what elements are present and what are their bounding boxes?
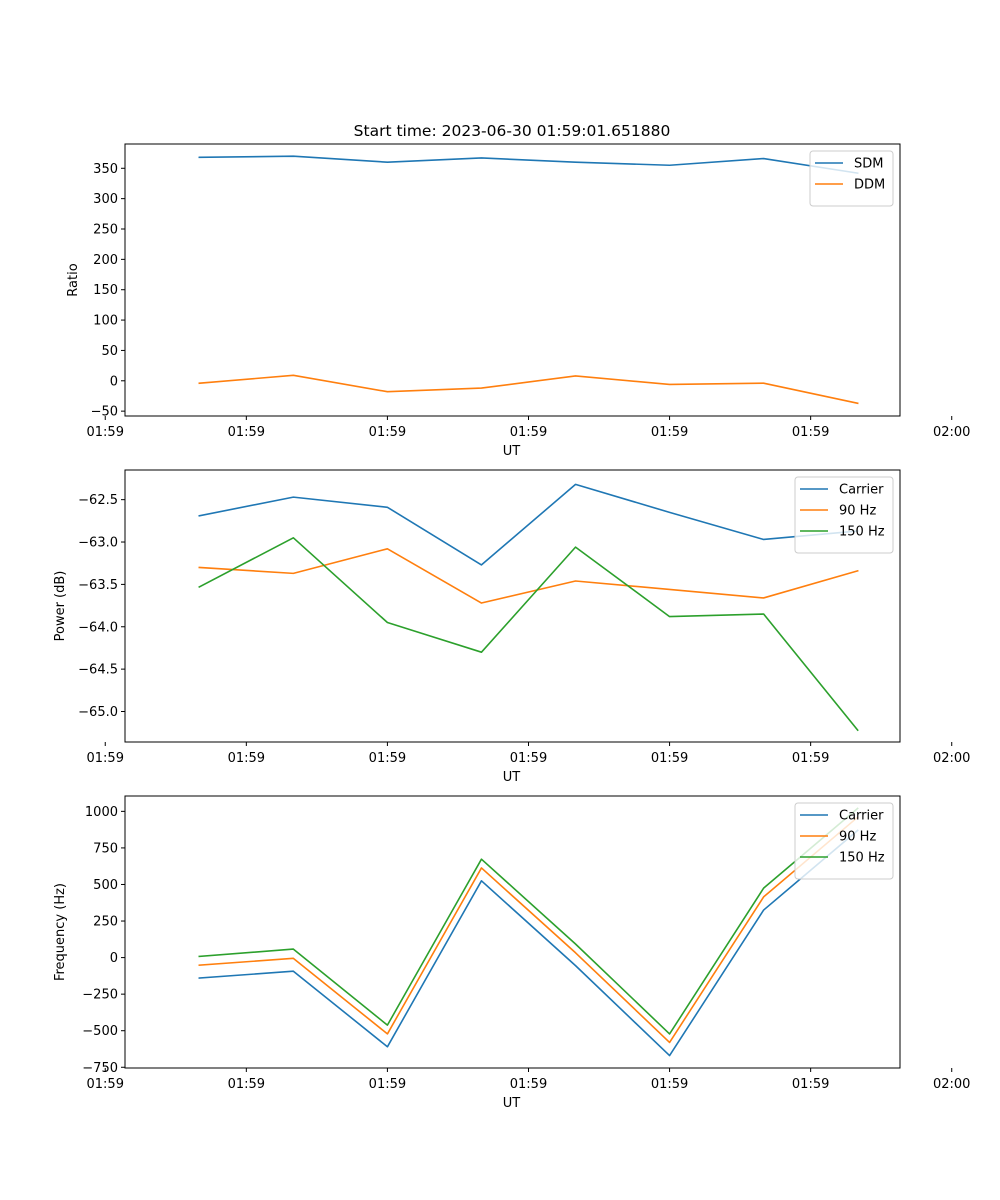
x-tick-label: 01:59	[369, 751, 406, 766]
legend-label-150-hz: 150 Hz	[839, 525, 885, 540]
x-tick-label: 02:00	[933, 751, 970, 766]
plot-frame	[124, 143, 901, 417]
y-tick-label: 750	[93, 841, 118, 856]
series-line-sdm	[198, 155, 859, 175]
legend-box	[794, 802, 894, 880]
legend-box	[794, 476, 894, 554]
y-axis-title: Power (dB)	[53, 571, 68, 642]
y-tick-label: 200	[93, 253, 118, 268]
y-axis-title: Ratio	[66, 263, 81, 296]
plot-frame	[124, 469, 901, 743]
y-tick-label: −750	[82, 1061, 118, 1076]
x-tick-label: 01:59	[651, 1077, 688, 1092]
x-tick-label: 01:59	[651, 425, 688, 440]
x-tick-label: 01:59	[369, 425, 406, 440]
chart-panel-1: 01:59 01:59 01:59 01:59 01:59 01:59 02:00 −50 0 5…	[66, 143, 970, 459]
x-tick-label: 01:59	[510, 751, 547, 766]
chart-panel-3: 01:59 01:59 01:59 01:59 01:59 01:59 02:00 −750 −…	[53, 795, 970, 1111]
x-tick-label: 01:59	[87, 751, 124, 766]
legend-label-150-hz: 150 Hz	[839, 851, 885, 866]
y-tick-label: 150	[93, 283, 118, 298]
series-line-carrier	[198, 483, 859, 566]
y-tick-label: −63.5	[78, 578, 118, 593]
y-tick-label: 0	[110, 951, 118, 966]
series-line-carrier	[198, 829, 859, 1057]
x-tick-label: 01:59	[369, 1077, 406, 1092]
series-line-90-hz	[198, 816, 859, 1044]
y-tick-label: 300	[93, 192, 118, 207]
series-line-150-hz	[198, 807, 859, 1035]
y-tick-label: −64.5	[78, 663, 118, 678]
series-line-90-hz	[198, 547, 859, 604]
legend: Carrier 90 Hz 150 Hz	[794, 476, 894, 554]
chart-panel-2: 01:59 01:59 01:59 01:59 01:59 01:59 02:00 −65.0…	[53, 469, 970, 785]
legend-label-carrier: Carrier	[839, 483, 884, 498]
x-tick-label: 01:59	[651, 751, 688, 766]
plot-frame	[124, 795, 901, 1069]
x-tick-label: 01:59	[510, 1077, 547, 1092]
x-tick-label: 01:59	[792, 425, 829, 440]
x-tick-label: 01:59	[792, 1077, 829, 1092]
legend-label-sdm: SDM	[854, 157, 883, 172]
y-tick-label: 50	[101, 344, 118, 359]
y-tick-label: −500	[82, 1024, 118, 1039]
legend: Carrier 90 Hz 150 Hz	[794, 802, 894, 880]
x-tick-label: 01:59	[87, 1077, 124, 1092]
legend-label-90-hz: 90 Hz	[839, 830, 876, 845]
x-tick-label: 01:59	[228, 1077, 265, 1092]
legend-box	[809, 150, 894, 207]
x-tick-label: 01:59	[87, 425, 124, 440]
y-tick-label: −250	[82, 988, 118, 1003]
y-tick-label: 350	[93, 162, 118, 177]
y-tick-label: −63.0	[78, 536, 118, 551]
y-tick-label: −65.0	[78, 705, 118, 720]
y-tick-label: −62.5	[78, 493, 118, 508]
x-tick-label: 01:59	[228, 751, 265, 766]
y-tick-label: 250	[93, 915, 118, 930]
legend-label-ddm: DDM	[854, 178, 885, 193]
y-axis-title: Frequency (Hz)	[53, 883, 68, 981]
legend-label-carrier: Carrier	[839, 809, 884, 824]
figure-title: Start time: 2023-06-30 01:59:01.651880	[354, 122, 671, 140]
y-tick-label: 500	[93, 878, 118, 893]
x-axis-title: UT	[503, 444, 521, 459]
panels: 01:59 01:59 01:59 01:59 01:59 01:59 02:00−5005…	[53, 143, 970, 1111]
y-tick-label: 250	[93, 223, 118, 238]
y-tick-label: 100	[93, 314, 118, 329]
y-tick-label: 1000	[85, 805, 118, 820]
y-tick-label: 0	[110, 374, 118, 389]
x-tick-label: 01:59	[510, 425, 547, 440]
y-tick-label: −64.0	[78, 620, 118, 635]
x-tick-label: 01:59	[792, 751, 829, 766]
series-line-ddm	[198, 374, 859, 405]
series-line-150-hz	[198, 536, 859, 732]
x-tick-label: 01:59	[228, 425, 265, 440]
x-axis-title: UT	[503, 770, 521, 785]
x-tick-label: 02:00	[933, 425, 970, 440]
legend-label-90-hz: 90 Hz	[839, 504, 876, 519]
x-axis-title: UT	[503, 1096, 521, 1111]
x-tick-label: 02:00	[933, 1077, 970, 1092]
y-tick-label: −50	[91, 405, 118, 420]
legend: SDM DDM	[809, 150, 894, 207]
